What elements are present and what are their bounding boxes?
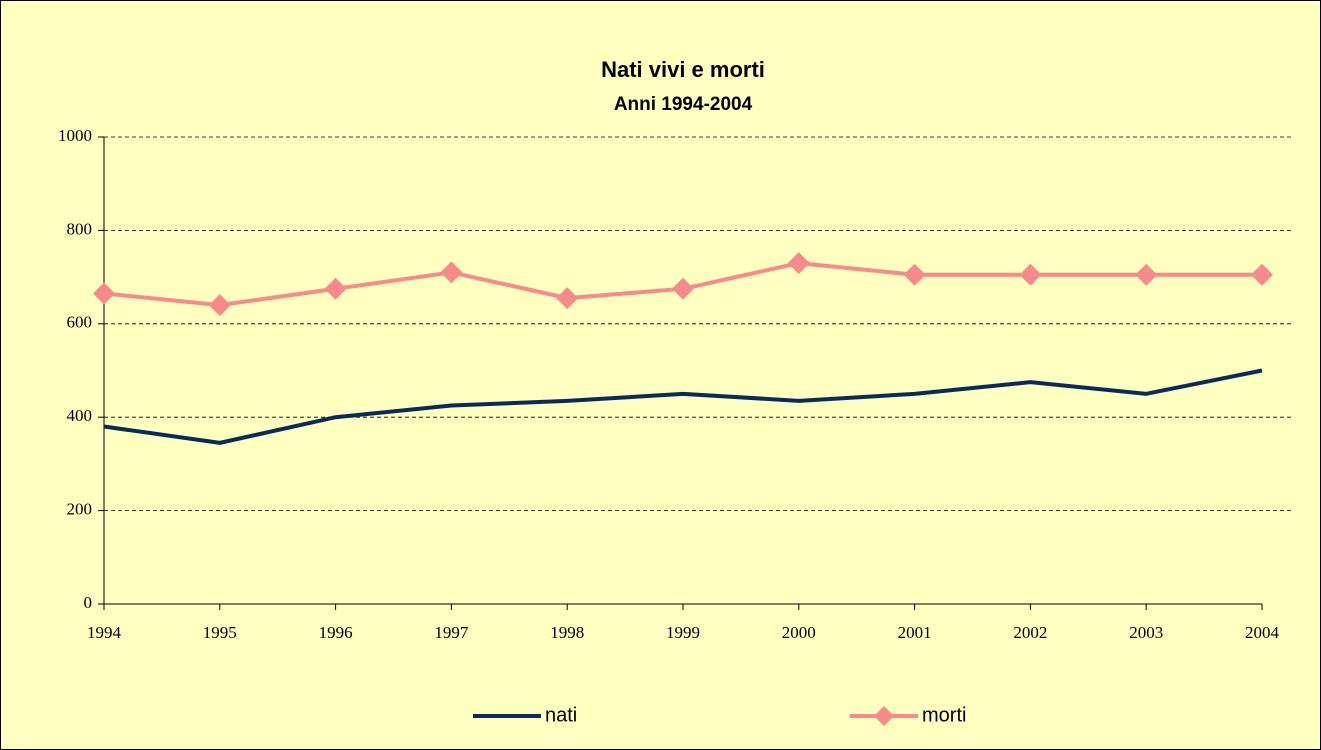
chart-title: Nati vivi e morti xyxy=(601,57,765,82)
y-tick-label: 200 xyxy=(67,500,93,519)
series-line xyxy=(103,368,1263,445)
marker xyxy=(440,261,463,284)
y-tick-label: 600 xyxy=(67,313,93,332)
marker xyxy=(672,277,694,300)
x-tick-label: 1996 xyxy=(319,623,353,642)
x-tick-label: 1998 xyxy=(550,623,584,642)
legend-marker xyxy=(874,706,894,726)
x-tick-label: 2002 xyxy=(1013,623,1047,642)
marker xyxy=(556,287,579,310)
x-tick-label: 1995 xyxy=(203,623,237,642)
x-tick-label: 2000 xyxy=(782,623,816,642)
y-tick-label: 400 xyxy=(67,406,93,425)
chart-subtitle: Anni 1994-2004 xyxy=(614,94,753,115)
marker xyxy=(93,282,115,305)
y-tick-label: 800 xyxy=(67,219,93,238)
legend-label: morti xyxy=(922,704,966,726)
y-tick-label: 0 xyxy=(84,593,93,612)
x-tick-label: 2004 xyxy=(1245,623,1280,642)
legend-label: nati xyxy=(545,704,577,726)
x-tick-label: 1997 xyxy=(434,623,469,642)
marker xyxy=(1251,263,1273,286)
marker xyxy=(324,277,347,300)
x-tick-label: 2003 xyxy=(1129,623,1163,642)
y-tick-label: 1000 xyxy=(58,126,92,145)
marker xyxy=(903,263,926,286)
marker xyxy=(1135,263,1158,286)
x-tick-label: 1994 xyxy=(87,623,122,642)
x-tick-label: 2001 xyxy=(898,623,932,642)
marker xyxy=(1019,263,1042,286)
x-tick-label: 1999 xyxy=(666,623,700,642)
marker xyxy=(208,294,231,317)
marker xyxy=(787,252,810,275)
